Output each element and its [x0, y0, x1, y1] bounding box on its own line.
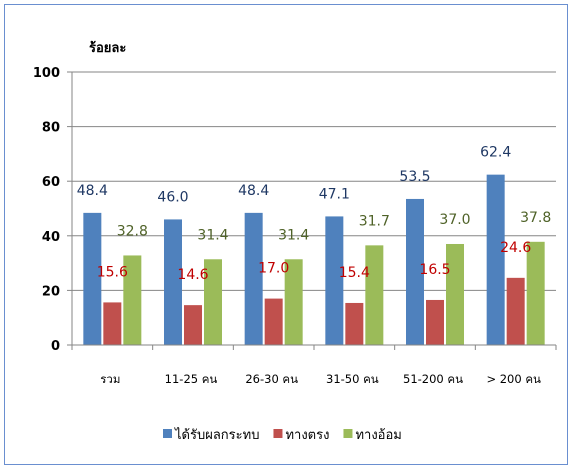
x-category-label: 31-50 คน — [326, 372, 379, 386]
bar — [486, 174, 505, 345]
x-category-label: 11-25 คน — [165, 372, 218, 386]
bar — [83, 212, 102, 345]
data-label: 15.4 — [339, 265, 370, 281]
legend-label: ทางตรง — [285, 428, 329, 443]
data-label: 48.4 — [238, 183, 269, 199]
data-label: 17.0 — [258, 261, 289, 277]
x-axis-categories: รวม 11-25 คน 26-30 คน 31-50 คน 51-200 คน > 20… — [100, 372, 541, 386]
bar — [526, 241, 545, 345]
legend-label: ทางอ้อม — [355, 428, 401, 443]
bar — [123, 255, 142, 345]
data-label: 31.7 — [359, 213, 390, 229]
y-tick-label: 100 — [33, 66, 60, 81]
data-label: 37.8 — [520, 210, 551, 226]
x-category-label: > 200 คน — [486, 372, 541, 386]
bar-chart: ร้อยละ 0 20 40 60 80 100 48.4 46.0 48.4 47.1 53.5… — [33, 40, 557, 443]
y-tick-label: 0 — [51, 339, 60, 354]
data-label: 14.6 — [177, 267, 208, 283]
data-label: 24.6 — [500, 240, 531, 256]
y-axis-ticks: 0 20 40 60 80 100 — [33, 66, 72, 354]
bar — [284, 259, 303, 345]
bars — [83, 174, 545, 345]
bar — [365, 245, 384, 345]
data-label: 46.0 — [157, 189, 188, 205]
bar — [204, 259, 222, 345]
y-tick-label: 60 — [42, 175, 60, 190]
bar — [164, 219, 182, 345]
legend-swatch — [273, 429, 283, 438]
y-axis-unit-label: ร้อยละ — [89, 40, 126, 56]
data-label: 62.4 — [480, 145, 511, 161]
bar — [184, 305, 202, 345]
data-label: 16.5 — [419, 262, 450, 278]
bar — [506, 277, 525, 345]
data-labels: 48.4 46.0 48.4 47.1 53.5 62.4 15.6 14.6 17.0 15.4… — [77, 145, 552, 283]
y-tick-label: 20 — [42, 284, 60, 299]
data-label: 31.4 — [278, 227, 309, 243]
data-label: 31.4 — [197, 227, 228, 243]
y-tick-label: 80 — [42, 121, 60, 136]
data-label: 53.5 — [399, 169, 430, 185]
data-label: 32.8 — [117, 223, 148, 239]
y-tick-label: 40 — [42, 230, 60, 245]
axes — [71, 72, 557, 350]
x-category-label: รวม — [100, 372, 120, 386]
legend-swatch — [163, 429, 172, 438]
legend-label: ได้รับผลกระทบ — [174, 427, 259, 443]
x-category-label: 51-200 คน — [403, 372, 463, 386]
data-label: 37.0 — [439, 212, 470, 228]
data-label: 47.1 — [319, 186, 350, 202]
bar — [406, 198, 424, 345]
bar — [426, 299, 444, 345]
bar — [325, 216, 344, 345]
data-label: 48.4 — [77, 183, 108, 199]
gridlines — [72, 71, 556, 291]
bar — [103, 302, 122, 345]
bar — [244, 212, 263, 345]
data-label: 15.6 — [97, 264, 128, 280]
x-category-label: 26-30 คน — [245, 372, 298, 386]
bar — [264, 298, 283, 345]
chart-frame: ร้อยละ 0 20 40 60 80 100 48.4 46.0 48.4 47.1 53.5… — [4, 4, 568, 465]
legend: ได้รับผลกระทบ ทางตรง ทางอ้อม — [163, 427, 402, 443]
bar — [345, 302, 364, 345]
legend-swatch — [343, 429, 353, 438]
bar — [446, 243, 464, 345]
